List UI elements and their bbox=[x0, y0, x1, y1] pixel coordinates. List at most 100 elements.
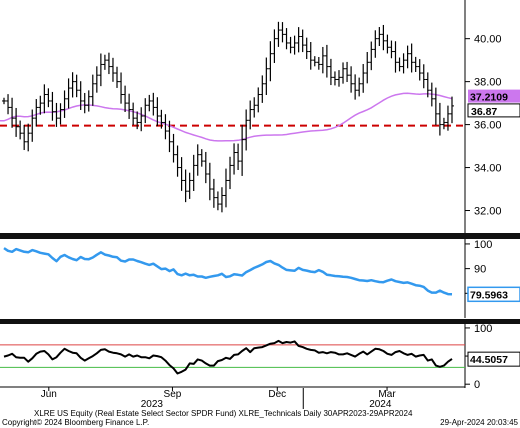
ohlc-bar bbox=[18, 120, 23, 140]
ohlc-bar bbox=[215, 191, 220, 211]
panel-separator-1 bbox=[0, 233, 520, 239]
ohlc-bar bbox=[199, 149, 204, 167]
ohlc-bar bbox=[248, 100, 253, 130]
rs-line-path bbox=[3, 247, 453, 296]
ohlc-bar bbox=[191, 154, 196, 192]
panel-separator-2 bbox=[0, 319, 520, 324]
ohlc-bar bbox=[244, 109, 249, 151]
last-price-box bbox=[467, 103, 520, 118]
ohlc-bar bbox=[38, 95, 43, 115]
rsi-tick-label: 100 bbox=[474, 323, 492, 335]
ohlc-bar bbox=[357, 77, 362, 97]
ma-value-box bbox=[468, 89, 520, 103]
ohlc-bar bbox=[328, 58, 333, 86]
ohlc-bar bbox=[276, 21, 281, 47]
x-year-label: 2023 bbox=[141, 399, 164, 410]
ohlc-bar bbox=[155, 97, 160, 127]
ohlc-bar bbox=[349, 66, 354, 93]
ohlc-bars bbox=[2, 21, 454, 213]
rsi-series bbox=[3, 339, 453, 375]
ohlc-bar bbox=[143, 98, 148, 124]
ohlc-bar bbox=[260, 75, 265, 103]
ohlc-bar bbox=[10, 97, 15, 128]
ohlc-bar bbox=[381, 24, 386, 51]
rs-tick-label: 90 bbox=[474, 264, 486, 276]
x-axis: Jun Sep Dec Mar 2023 2024 bbox=[41, 387, 396, 410]
ohlc-bar bbox=[179, 157, 184, 191]
ohlc-bar bbox=[421, 64, 426, 89]
ohlc-bar bbox=[240, 124, 245, 176]
ohlc-bar bbox=[62, 90, 67, 118]
ohlc-bar bbox=[106, 52, 111, 75]
ohlc-bar bbox=[54, 102, 59, 127]
ohlc-bar bbox=[115, 66, 120, 88]
ohlc-bar bbox=[110, 57, 115, 82]
ohlc-bar bbox=[296, 27, 301, 53]
ohlc-bar bbox=[147, 94, 152, 112]
rsi-line-path bbox=[3, 339, 453, 375]
rs-series bbox=[3, 247, 453, 296]
ohlc-bar bbox=[320, 46, 325, 74]
x-tick-label: Dec bbox=[268, 389, 286, 400]
ohlc-bar bbox=[441, 117, 446, 130]
footer-title: XLRE US Equity (Real Estate Select Secto… bbox=[34, 409, 413, 418]
rs-value-box bbox=[467, 286, 520, 303]
footer-timestamp: 29-Apr-2024 20:03:45 bbox=[440, 418, 518, 427]
price-tick-label: 40.00 bbox=[474, 34, 502, 46]
x-year-label: 2024 bbox=[369, 399, 392, 410]
ohlc-bar bbox=[211, 178, 216, 208]
ohlc-bar bbox=[284, 28, 289, 50]
ohlc-bar bbox=[70, 72, 75, 98]
ohlc-bar bbox=[203, 151, 208, 184]
ohlc-bar bbox=[417, 59, 422, 81]
rsi-tick-label: 0 bbox=[474, 379, 480, 391]
ohlc-bar bbox=[228, 156, 233, 190]
ohlc-bar bbox=[139, 107, 144, 132]
ohlc-bar bbox=[312, 56, 317, 67]
rsi-bands bbox=[0, 344, 465, 368]
ohlc-bar bbox=[341, 62, 346, 84]
price-tick-label: 38.00 bbox=[474, 77, 502, 89]
ohlc-bar bbox=[373, 30, 378, 58]
ohlc-bar bbox=[353, 74, 358, 100]
ohlc-bar bbox=[163, 114, 168, 140]
ohlc-bar bbox=[316, 57, 321, 70]
moving-average bbox=[0, 92, 453, 142]
ohlc-bar bbox=[90, 74, 95, 106]
rs-value-label: 79.5963 bbox=[467, 286, 520, 303]
ohlc-bar bbox=[151, 92, 156, 116]
x-tick-label: Sep bbox=[164, 389, 182, 400]
ohlc-bar bbox=[42, 84, 47, 114]
ohlc-bar bbox=[183, 169, 188, 203]
ohlc-bar bbox=[86, 90, 91, 112]
ohlc-bar bbox=[437, 102, 442, 136]
ohlc-bar bbox=[324, 44, 329, 78]
ohlc-bar bbox=[34, 99, 39, 127]
ohlc-bar bbox=[123, 85, 128, 113]
ohlc-bar bbox=[219, 187, 224, 213]
ohlc-bar bbox=[365, 51, 370, 84]
rs-value-text: 79.5963 bbox=[470, 289, 508, 301]
ohlc-bar bbox=[131, 102, 136, 126]
rsi-value-label: 44.5057 bbox=[467, 351, 520, 367]
ohlc-bar bbox=[102, 54, 107, 70]
ohlc-bar bbox=[232, 143, 237, 175]
ohlc-bar bbox=[30, 109, 35, 142]
ohlc-bar bbox=[450, 96, 454, 124]
ohlc-bar bbox=[187, 172, 192, 199]
ohlc-bar bbox=[300, 29, 305, 53]
ohlc-bar bbox=[252, 97, 257, 118]
ohlc-bar bbox=[397, 57, 402, 72]
ohlc-bar bbox=[304, 37, 309, 60]
ohlc-bar bbox=[413, 56, 418, 73]
ohlc-bar bbox=[14, 107, 19, 137]
ohlc-bar bbox=[82, 92, 87, 114]
price-tick-label: 34.00 bbox=[474, 163, 502, 175]
ohlc-bar bbox=[94, 66, 99, 93]
price-value-labels: 37.2109 36.87 bbox=[467, 89, 520, 118]
price-tick-label: 32.00 bbox=[474, 206, 502, 218]
ohlc-bar bbox=[345, 61, 350, 83]
ohlc-bar bbox=[389, 40, 394, 59]
ohlc-bar bbox=[78, 81, 83, 110]
